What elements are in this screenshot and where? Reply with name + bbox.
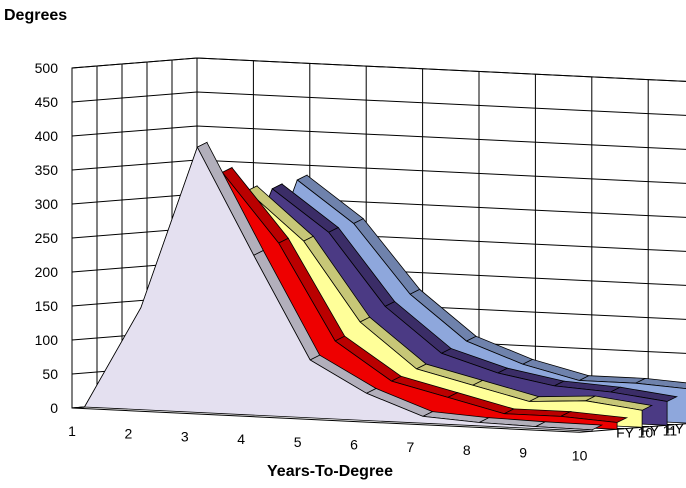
series-label: FY 10 [616, 424, 653, 440]
y-tick-label: 0 [50, 400, 58, 416]
x-tick-label: 4 [237, 431, 245, 447]
x-tick-label: 1 [68, 423, 76, 439]
x-tick-label: 9 [519, 445, 527, 461]
y-tick-label: 100 [35, 332, 59, 348]
y-tick-label: 450 [35, 94, 59, 110]
x-tick-label: 2 [125, 426, 133, 442]
series-ribbon-fy-10 [83, 141, 604, 432]
x-axis-title: Years-To-Degree [267, 463, 393, 480]
x-tick-label: 7 [407, 439, 415, 455]
y-tick-label: 500 [35, 60, 59, 76]
y-tick-label: 200 [35, 264, 59, 280]
x-tick-label: 3 [181, 428, 189, 444]
y-axis-title: Degrees [4, 7, 67, 24]
series-label: FY 11 [641, 422, 677, 438]
y-tick-label: 150 [35, 298, 59, 314]
y-tick-label: 50 [42, 366, 58, 382]
x-tick-label: 5 [294, 434, 302, 450]
y-tick-label: 300 [35, 196, 59, 212]
x-tick-label: 10 [572, 447, 588, 463]
y-tick-label: 400 [35, 128, 59, 144]
series-area [83, 146, 593, 432]
series-label: FY 12 [666, 420, 686, 436]
chart-series-ribbons [83, 141, 686, 432]
y-tick-label: 350 [35, 162, 59, 178]
y-tick-label: 250 [35, 230, 59, 246]
x-tick-label: 6 [350, 437, 358, 453]
x-tick-label: 8 [463, 442, 471, 458]
